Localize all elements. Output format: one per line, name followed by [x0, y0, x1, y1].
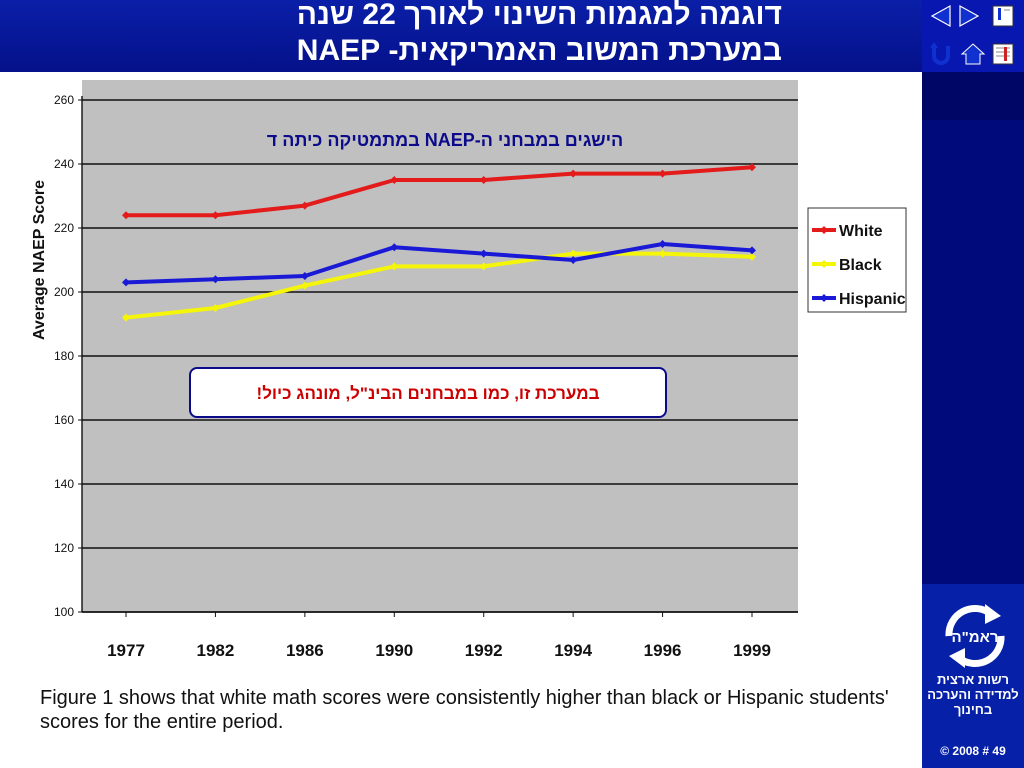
white-legend-marker [820, 226, 828, 234]
first-slide-icon[interactable] [990, 4, 1016, 28]
hispanic-data-point [748, 246, 756, 255]
hispanic-data-point [658, 240, 667, 248]
chart-title: הישגים במבחני ה-NAEP במתמטיקה כיתה ד [267, 130, 623, 150]
white-series-line [126, 165, 753, 218]
x-tick-label: 1992 [465, 641, 503, 660]
y-axis: 100 120 140 160 180 200 220 240 260 [54, 93, 83, 619]
org-logo: ראמ"ה [945, 604, 1005, 668]
hispanic-data-point [300, 272, 309, 280]
white-data-point [211, 211, 220, 220]
x-tick-label: 1977 [107, 641, 145, 660]
slide-number: © 2008 # 49 [940, 744, 1006, 758]
y-tick-label: 260 [54, 93, 74, 107]
white-data-point [122, 211, 130, 220]
black-legend-label: Black [839, 257, 882, 274]
black-data-point [300, 281, 309, 290]
home-icon[interactable] [960, 42, 986, 66]
slide-title-line-2: במערכת המשוב האמריקאית- NAEP [296, 34, 782, 67]
figure-caption: Figure 1 shows that white math scores we… [40, 687, 889, 733]
title-bar: דוגמה למגמות השינוי לאורך 22 שנה במערכת … [0, 0, 922, 72]
prev-icon[interactable] [928, 4, 954, 28]
y-tick-label: 220 [54, 221, 74, 235]
white-data-point [569, 169, 578, 178]
y-tick-label: 180 [54, 349, 74, 363]
black-data-point [122, 313, 130, 322]
black-series-line [125, 251, 753, 320]
hispanic-legend-marker [820, 294, 828, 302]
black-data-point [479, 262, 488, 271]
last-slide-icon[interactable] [990, 42, 1016, 66]
white-data-point [748, 163, 756, 172]
black-legend-marker [820, 260, 828, 268]
black-data-point [569, 249, 578, 258]
black-data-point [211, 304, 220, 312]
y-tick-label: 100 [54, 605, 74, 619]
next-icon[interactable] [956, 4, 982, 28]
slide-title-line-1: דוגמה למגמות השינוי לאורך 22 שנה [296, 0, 782, 31]
black-data-point [658, 249, 667, 258]
x-tick-label: 1999 [733, 641, 771, 660]
hispanic-data-point [390, 243, 399, 252]
series-group [122, 163, 756, 322]
black-data-point [748, 252, 756, 261]
x-tick-label: 1990 [375, 641, 413, 660]
y-tick-label: 240 [54, 157, 74, 171]
white-data-point [479, 176, 488, 184]
legend: White Black Hispanic [807, 207, 907, 313]
y-axis-label: Average NAEP Score [31, 180, 48, 340]
white-data-point [658, 169, 667, 178]
hispanic-data-point [569, 256, 578, 264]
panel-strip [922, 72, 1024, 120]
hispanic-data-point [211, 275, 220, 284]
callout: במערכת זו, כמו במבחנים הבינ"ל, מונהג כיו… [189, 367, 667, 418]
hispanic-series-line [125, 242, 753, 285]
x-axis: 1977 1982 1986 1990 1992 1994 1996 1999 [82, 611, 798, 660]
hispanic-legend-label: Hispanic [839, 291, 906, 308]
y-tick-label: 200 [54, 285, 74, 299]
plot-area [82, 80, 798, 612]
white-data-point [300, 201, 309, 210]
x-tick-label: 1996 [644, 641, 682, 660]
naep-line-chart: 100 120 140 160 180 200 220 240 260 1977 1982 1986… [31, 80, 907, 660]
callout-text: במערכת זו, כמו במבחנים הבינ"ל, מונהג כיו… [257, 384, 600, 403]
return-icon[interactable] [928, 42, 954, 66]
callout-box [189, 367, 667, 418]
black-data-point [390, 262, 399, 271]
white-data-point [390, 176, 399, 184]
x-tick-label: 1986 [286, 641, 324, 660]
org-panel [922, 584, 1024, 768]
logo-text: ראמ"ה [951, 629, 998, 646]
hispanic-data-point [122, 278, 130, 287]
white-legend-label: White [839, 223, 883, 240]
y-tick-label: 140 [54, 477, 74, 491]
x-tick-label: 1994 [554, 641, 592, 660]
org-name: רשות ארצית למדידה והערכה בחינוך [927, 672, 1019, 717]
hispanic-data-point [479, 249, 488, 258]
x-tick-label: 1982 [197, 641, 235, 660]
y-tick-label: 160 [54, 413, 74, 427]
y-tick-label: 120 [54, 541, 74, 555]
